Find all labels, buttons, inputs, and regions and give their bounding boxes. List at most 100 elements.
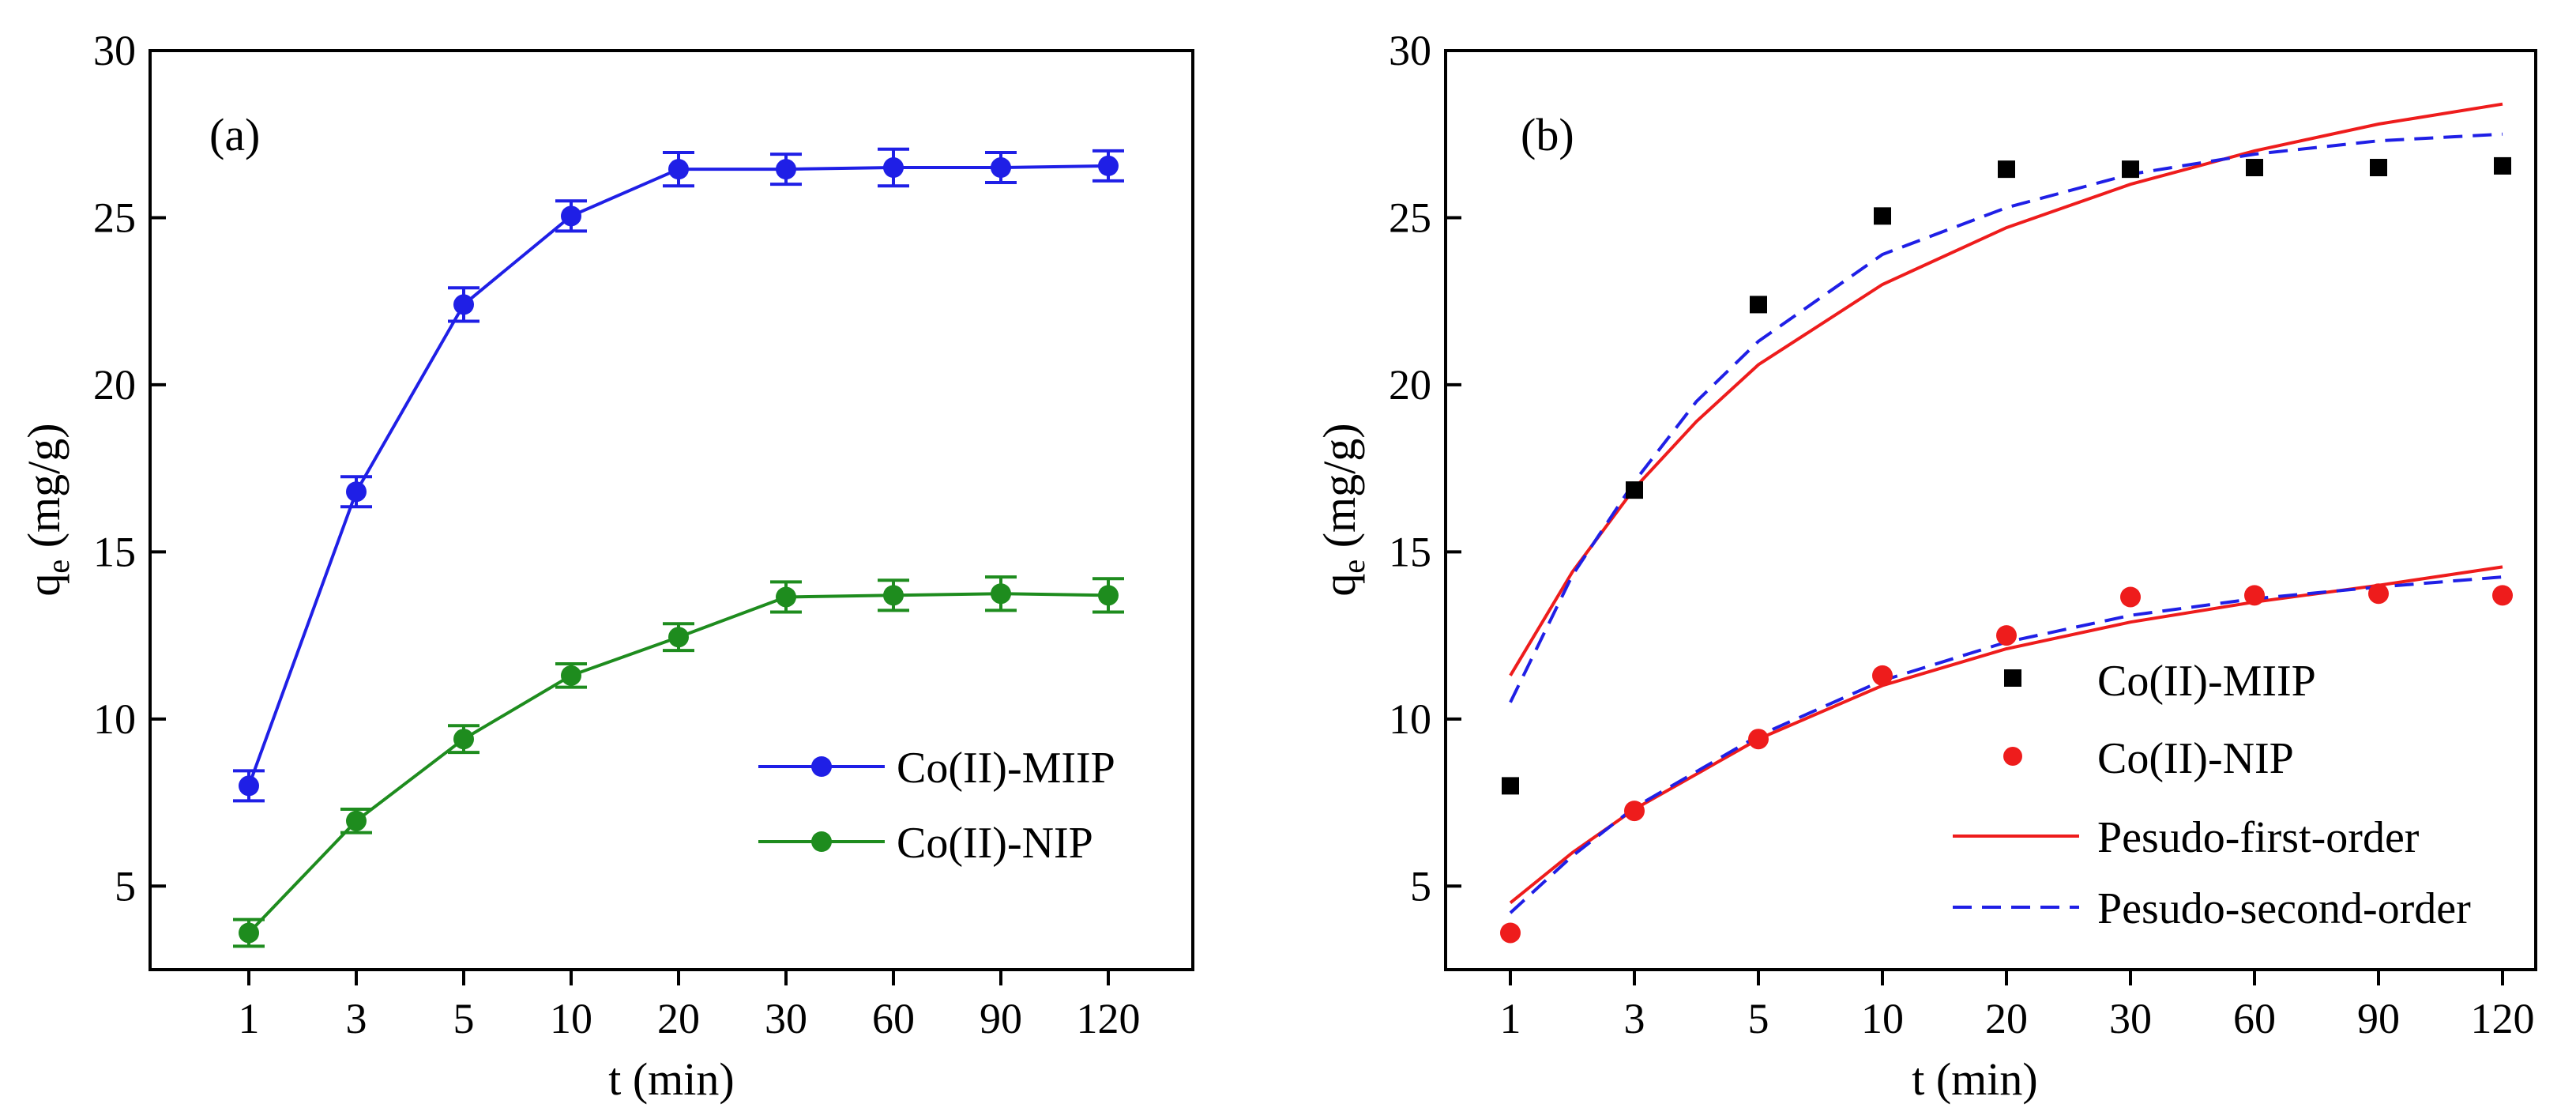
y-tick-label: 20 xyxy=(1389,361,1431,409)
x-tick-label: 20 xyxy=(657,995,700,1042)
data-point xyxy=(346,810,367,831)
data-point xyxy=(453,294,474,315)
data-point xyxy=(668,159,689,180)
legend-marker-miip-a xyxy=(811,756,832,777)
legend-entry-second-order-b: Pesudo-second-order xyxy=(1953,884,2471,933)
x-tick-label: 10 xyxy=(1861,995,1904,1042)
data-point xyxy=(2244,585,2265,606)
y-tick-label: 15 xyxy=(93,528,136,575)
panel-a: 5 10 15 20 25 30 1 3 5 10 20 30 60 90 120 (a) t (min)… xyxy=(18,27,1194,1105)
x-tick-label: 20 xyxy=(1985,995,2028,1042)
y-tick-label: 30 xyxy=(1389,27,1431,74)
x-tick-label: 120 xyxy=(2471,995,2535,1042)
fit-layer-b xyxy=(1509,102,2503,914)
series-layer-b xyxy=(1500,156,2513,944)
legend-label-miip-b: Co(II)-MIIP xyxy=(2097,657,2316,706)
data-point xyxy=(2370,159,2387,177)
data-point xyxy=(2494,156,2511,175)
plot-frame-b xyxy=(1444,49,2537,971)
y-tick-label: 5 xyxy=(115,862,136,910)
x-tick-label: 5 xyxy=(1748,995,1769,1042)
data-point xyxy=(239,922,259,944)
x-axis-a: 1 3 5 10 20 30 60 90 120 xyxy=(239,970,1141,1042)
series-line xyxy=(247,164,1109,787)
data-point xyxy=(668,627,689,648)
legend-label-first-order-b: Pesudo-first-order xyxy=(2097,813,2420,862)
data-point xyxy=(453,729,474,750)
data-point xyxy=(1500,922,1521,944)
x-tick-label: 1 xyxy=(1500,995,1521,1042)
legend-marker-miip-b xyxy=(2004,669,2021,687)
legend-a: Co(II)-MIIP Co(II)-NIP xyxy=(758,744,1115,868)
legend-entry-nip-b: Co(II)-NIP xyxy=(2003,734,2294,783)
data-point xyxy=(776,159,796,180)
legend-entry-miip-b: Co(II)-MIIP xyxy=(2004,657,2316,706)
fit-curve xyxy=(1509,102,2503,676)
data-point xyxy=(1872,665,1893,686)
y-axis-a: 5 10 15 20 25 30 xyxy=(93,27,166,910)
y-tick-label: 25 xyxy=(93,194,136,241)
data-point xyxy=(561,205,581,227)
x-tick-label: 3 xyxy=(346,995,367,1042)
x-axis-label-a: t (min) xyxy=(608,1053,734,1105)
y-axis-label-a: qe (mg/g) xyxy=(18,423,76,596)
data-point xyxy=(991,583,1011,605)
y-tick-label: 30 xyxy=(93,27,136,74)
x-tick-label: 60 xyxy=(872,995,915,1042)
x-axis-label-b: t (min) xyxy=(1912,1053,2037,1105)
x-tick-label: 30 xyxy=(765,995,807,1042)
data-point xyxy=(991,157,1011,179)
y-axis-label-b: qe (mg/g) xyxy=(1314,423,1371,596)
y-axis-b: 5 10 15 20 25 30 xyxy=(1389,27,1461,910)
y-tick-label: 15 xyxy=(1389,528,1431,575)
data-point xyxy=(883,157,904,179)
data-point xyxy=(1502,777,1519,795)
x-axis-b: 1 3 5 10 20 30 60 90 120 xyxy=(1500,970,2535,1042)
y-tick-label: 25 xyxy=(1389,194,1431,241)
data-point xyxy=(1748,729,1769,750)
y-tick-label: 20 xyxy=(93,361,136,409)
x-tick-label: 90 xyxy=(2357,995,2400,1042)
panel-label-b: (b) xyxy=(1521,109,1574,160)
data-point xyxy=(776,586,796,608)
legend-b: Co(II)-MIIP Co(II)-NIP Pesudo-first-orde… xyxy=(1953,657,2471,933)
data-point xyxy=(2246,159,2263,177)
data-point xyxy=(1098,155,1119,176)
panel-label-a: (a) xyxy=(209,109,260,160)
x-tick-label: 90 xyxy=(980,995,1022,1042)
x-tick-label: 60 xyxy=(2233,995,2276,1042)
legend-label-nip-b: Co(II)-NIP xyxy=(2097,734,2294,783)
x-tick-label: 1 xyxy=(239,995,260,1042)
panel-b: 5 10 15 20 25 30 1 3 5 10 20 30 60 90 120 (b) t (min)… xyxy=(1314,27,2537,1105)
data-point xyxy=(2492,585,2513,606)
legend-marker-nip-b xyxy=(2003,747,2022,766)
series-layer-a xyxy=(233,147,1124,948)
data-point xyxy=(346,481,367,503)
data-point xyxy=(1874,207,1891,225)
data-point xyxy=(561,665,581,686)
x-tick-label: 10 xyxy=(550,995,592,1042)
data-point xyxy=(1098,585,1119,606)
data-point xyxy=(1998,160,2015,179)
data-point xyxy=(883,585,904,606)
y-tick-label: 5 xyxy=(1410,862,1431,910)
x-tick-label: 120 xyxy=(1077,995,1141,1042)
y-tick-label: 10 xyxy=(1389,695,1431,743)
fit-curve xyxy=(1509,575,2503,914)
data-point xyxy=(1624,801,1645,822)
legend-marker-nip-a xyxy=(811,831,832,852)
data-point xyxy=(1750,296,1767,314)
legend-label-miip-a: Co(II)-MIIP xyxy=(897,744,1115,793)
data-point xyxy=(1996,625,2017,646)
legend-entry-nip-a: Co(II)-NIP xyxy=(758,819,1093,868)
legend-label-second-order-b: Pesudo-second-order xyxy=(2097,884,2471,933)
legend-label-nip-a: Co(II)-NIP xyxy=(897,819,1093,868)
data-point xyxy=(2368,583,2389,605)
y-tick-label: 10 xyxy=(93,695,136,743)
data-point xyxy=(2122,160,2139,179)
plot-frame-a xyxy=(149,49,1194,971)
legend-entry-miip-a: Co(II)-MIIP xyxy=(758,744,1115,793)
legend-entry-first-order-b: Pesudo-first-order xyxy=(1953,813,2420,862)
x-tick-label: 30 xyxy=(2109,995,2152,1042)
